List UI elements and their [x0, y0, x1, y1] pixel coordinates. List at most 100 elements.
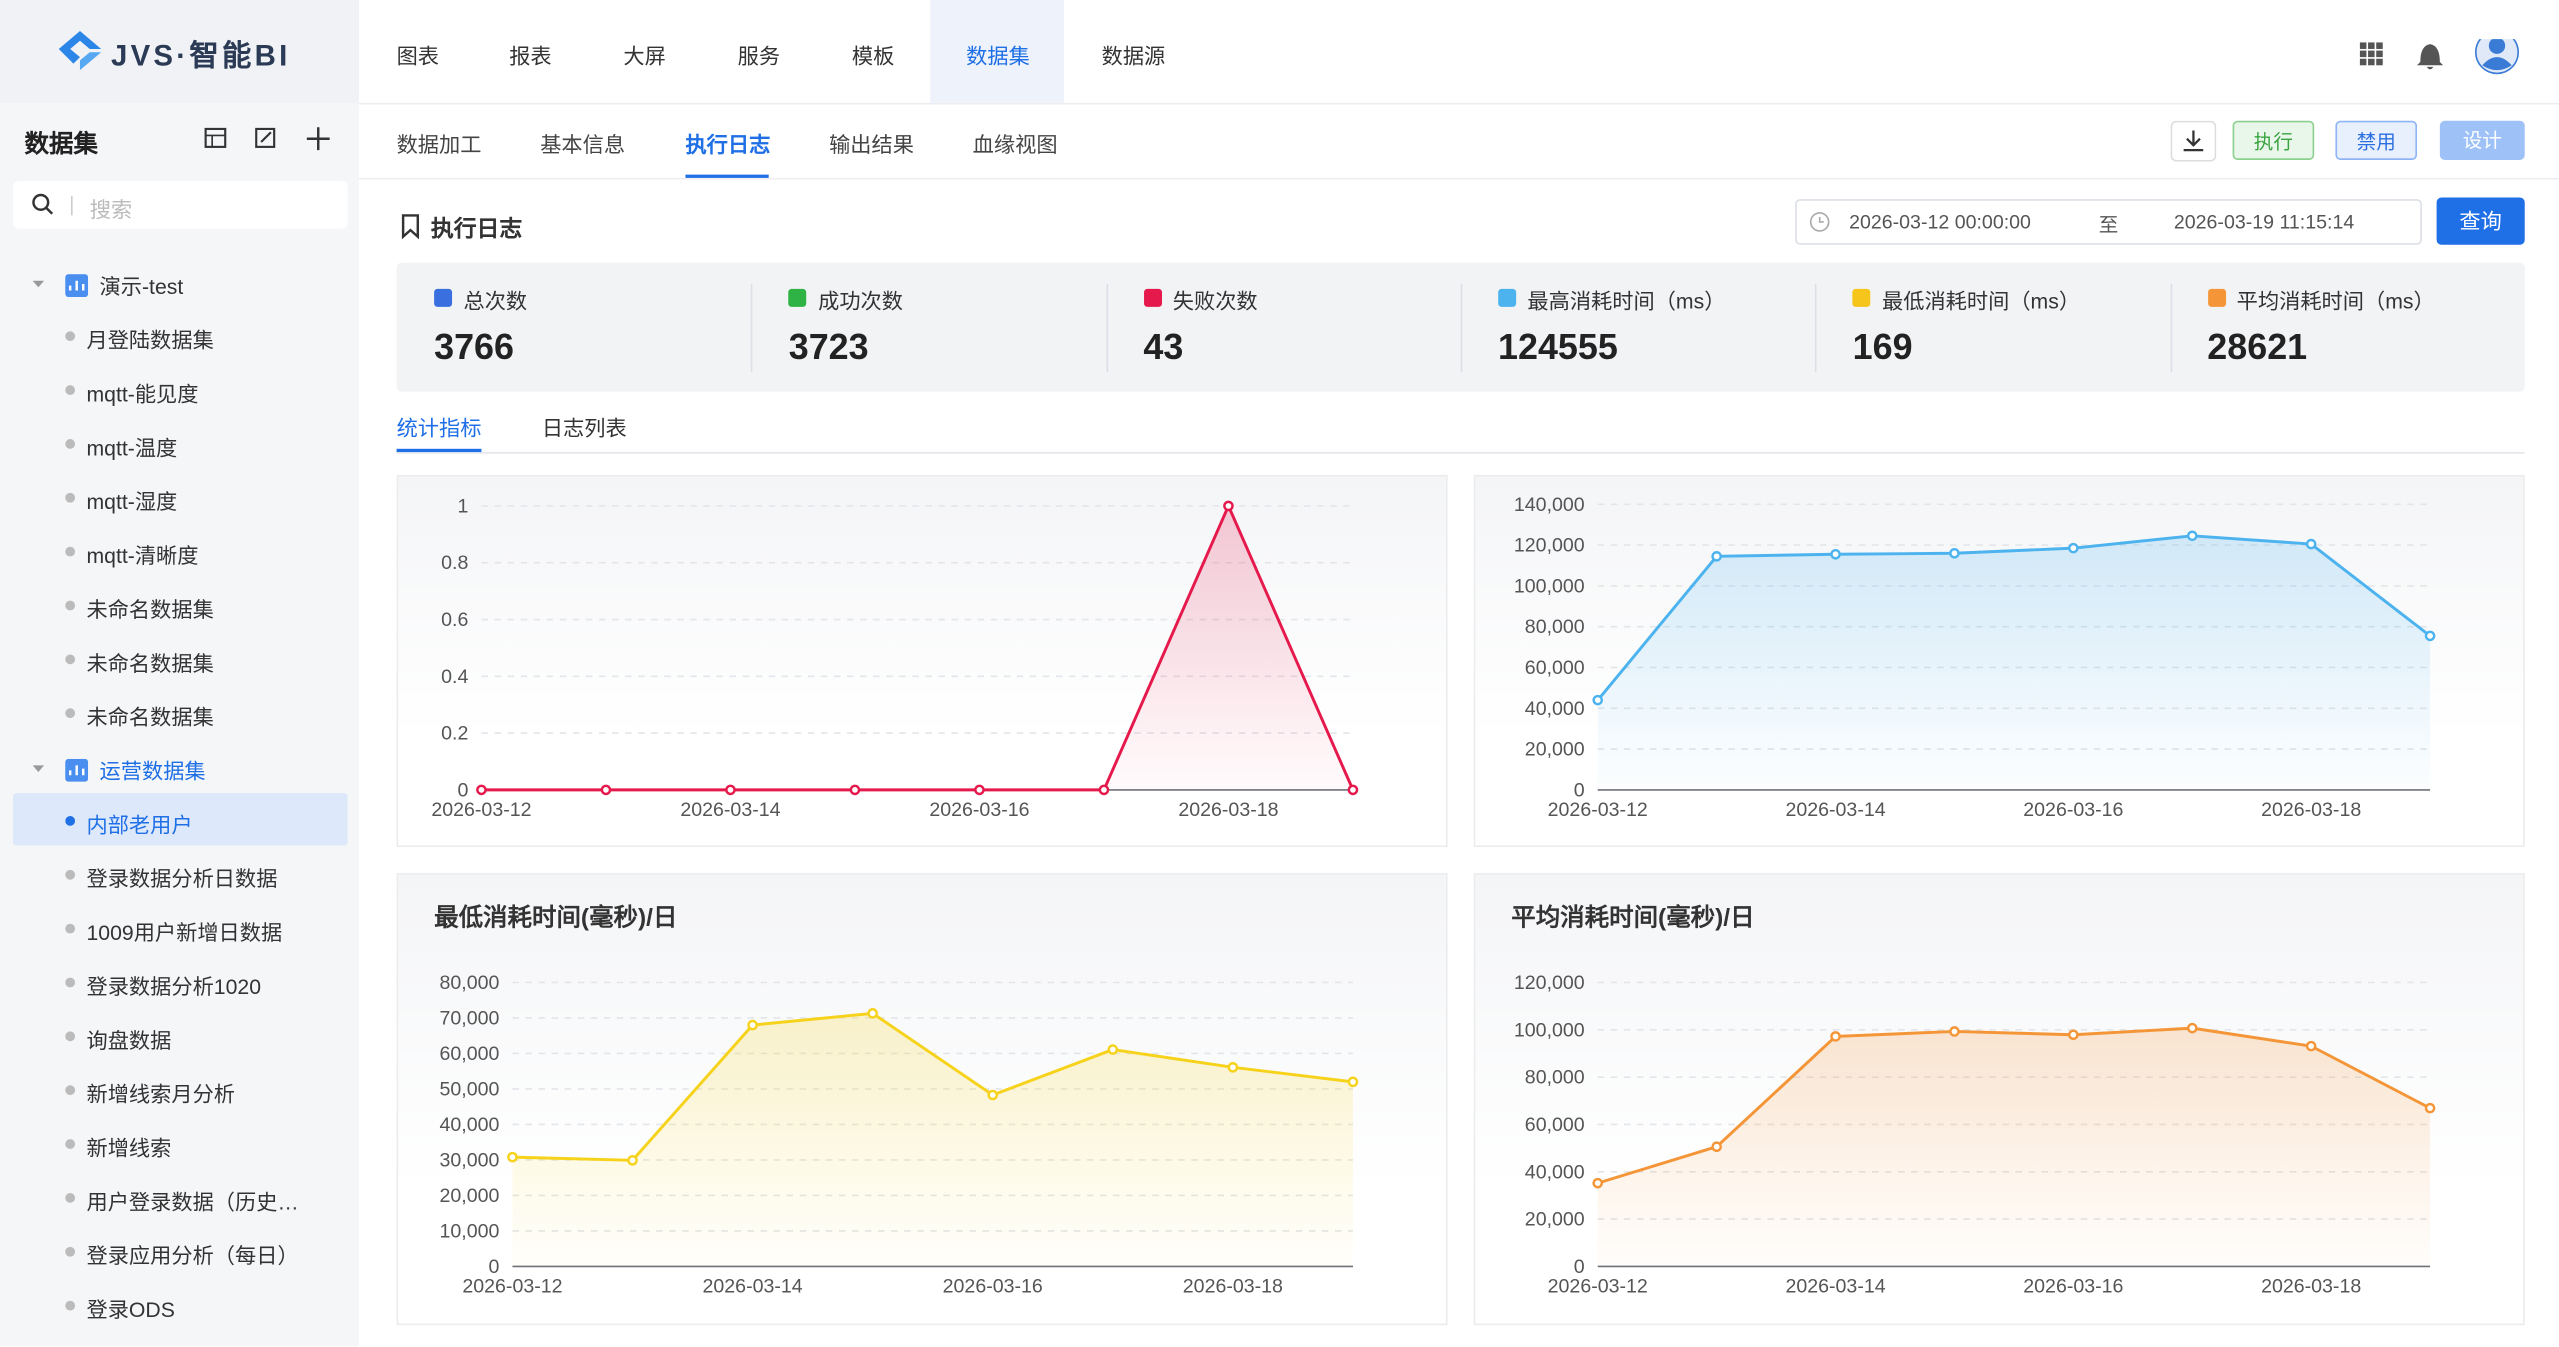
- divider: [396, 452, 2525, 454]
- nav-active-bg: [930, 0, 1065, 103]
- item-dot: [65, 385, 76, 395]
- nav-item[interactable]: 图表: [396, 44, 440, 69]
- area: [1597, 535, 2431, 790]
- stat-separator: [751, 283, 753, 373]
- subtab[interactable]: 统计指标: [396, 416, 482, 441]
- item-dot: [65, 331, 76, 342]
- y-tick-label: 40,000: [1525, 698, 1585, 720]
- dataset-item[interactable]: 内部老用户: [86, 812, 193, 838]
- area: [1597, 1028, 2431, 1267]
- line: [1597, 1026, 2431, 1185]
- dataset-item[interactable]: 未命名数据集: [86, 705, 214, 730]
- dataset-item[interactable]: mqtt-清晰度: [86, 543, 199, 568]
- dataset-item[interactable]: mqtt-能见度: [86, 381, 199, 407]
- x-tick-label: 2026-03-18: [2261, 1276, 2361, 1298]
- dataset-item[interactable]: 登录ODS: [86, 1297, 175, 1322]
- group-caret[interactable]: [29, 758, 89, 782]
- item-dot: [65, 1246, 76, 1257]
- dataset-item[interactable]: 新增线索: [86, 1135, 172, 1161]
- item-dot: [65, 816, 76, 826]
- date-sep: 至: [2098, 213, 2119, 237]
- tab[interactable]: 执行日志: [685, 132, 771, 157]
- y-tick-label: 0: [489, 1256, 500, 1278]
- stat-separator: [2169, 283, 2172, 373]
- query-button[interactable]: 查询: [2436, 197, 2525, 245]
- date-range[interactable]: [1795, 199, 2422, 245]
- dataset-item[interactable]: mqtt-温度: [86, 435, 178, 461]
- point: [2068, 542, 2079, 554]
- nav-item[interactable]: 报表: [509, 44, 552, 69]
- nav-item[interactable]: 服务: [737, 44, 781, 69]
- tab[interactable]: 输出结果: [829, 132, 914, 157]
- dataset-item[interactable]: 登录数据分析1020: [86, 974, 261, 999]
- design-button[interactable]: 设计: [2439, 120, 2525, 160]
- point: [1949, 1026, 1960, 1037]
- stat-value: 169: [1852, 326, 1913, 368]
- clock-icon: [1809, 212, 1830, 232]
- dataset-item[interactable]: mqtt-湿度: [86, 489, 178, 515]
- chart: 0 0.2 0.4 0.6 0.8 1 2026-03-12 2026-03-14 2026-0…: [396, 474, 1448, 848]
- group-caret[interactable]: [29, 274, 89, 298]
- item-dot: [65, 439, 76, 449]
- y-tick-label: 100,000: [1514, 575, 1585, 597]
- point: [476, 784, 487, 796]
- disable-button[interactable]: 禁用: [2335, 120, 2418, 160]
- y-tick-label: 0: [1574, 779, 1585, 801]
- tab[interactable]: 血缘视图: [972, 132, 1058, 157]
- dataset-item[interactable]: 未命名数据集: [86, 651, 214, 676]
- divider: [359, 102, 2559, 105]
- stat-label: 失败次数: [1172, 288, 1258, 314]
- point: [627, 1155, 638, 1166]
- y-tick-label: 0: [457, 779, 468, 801]
- dataset-item[interactable]: 新增线索月分析: [86, 1082, 236, 1107]
- item-dot: [65, 492, 76, 503]
- nav-item[interactable]: 数据集: [966, 44, 1030, 69]
- date-to[interactable]: 2026-03-19 11:15:14: [2173, 210, 2355, 234]
- y-tick-label: 140,000: [1514, 494, 1585, 516]
- item-dot: [65, 654, 76, 665]
- point: [747, 1019, 758, 1031]
- dataset-item[interactable]: 月登陆数据集: [86, 328, 214, 353]
- tab[interactable]: 数据加工: [396, 132, 482, 157]
- stat-icon: [2207, 288, 2226, 307]
- run-button[interactable]: 执行: [2232, 120, 2315, 160]
- dataset-item[interactable]: 登录数据分析日数据: [86, 866, 278, 892]
- search-box[interactable]: [13, 181, 348, 229]
- dataset-item[interactable]: 用户登录数据（历史…: [86, 1189, 299, 1215]
- point: [1711, 1141, 1722, 1153]
- stat-value: 3766: [434, 326, 515, 368]
- item-dot: [65, 869, 76, 880]
- dataset-item[interactable]: 登录应用分析（每日）: [86, 1243, 299, 1269]
- logo-area: [0, 0, 360, 103]
- divider: [359, 177, 2559, 180]
- subtab[interactable]: 日志列表: [541, 416, 627, 441]
- x-tick-label: 2026-03-16: [2023, 1276, 2123, 1298]
- point: [1098, 784, 1110, 796]
- point: [1830, 548, 1841, 560]
- sidebar-tools[interactable]: [202, 126, 333, 152]
- dataset-item[interactable]: 未命名数据集: [86, 597, 214, 622]
- nav-item[interactable]: 大屏: [623, 44, 666, 69]
- stat-label: 平均消耗时间（ms）: [2236, 288, 2435, 314]
- dataset-item[interactable]: 1009用户新增日数据: [86, 920, 283, 945]
- chart: 0 20,000 40,000 60,000 80,000 100,000 120,000 1…: [1473, 474, 2525, 848]
- download-button[interactable]: [2170, 120, 2217, 162]
- date-from[interactable]: 2026-03-12 00:00:00: [1849, 210, 2031, 234]
- search-placeholder: 搜索: [89, 197, 133, 222]
- item-dot: [65, 923, 76, 934]
- y-tick-label: 40,000: [1525, 1161, 1585, 1183]
- point: [1830, 1031, 1841, 1042]
- nav-item[interactable]: 模板: [851, 44, 895, 69]
- dataset-item[interactable]: 询盘数据: [86, 1028, 172, 1053]
- point: [725, 784, 736, 796]
- y-tick-label: 60,000: [440, 1043, 500, 1065]
- group-label[interactable]: 演示-test: [99, 274, 184, 299]
- point: [1347, 784, 1359, 796]
- stat-separator: [1815, 283, 1817, 373]
- tab[interactable]: 基本信息: [540, 132, 626, 157]
- stat-separator: [1460, 283, 1463, 373]
- group-label[interactable]: 运营数据集: [99, 758, 206, 784]
- point: [974, 784, 985, 796]
- nav-item[interactable]: 数据源: [1101, 44, 1166, 69]
